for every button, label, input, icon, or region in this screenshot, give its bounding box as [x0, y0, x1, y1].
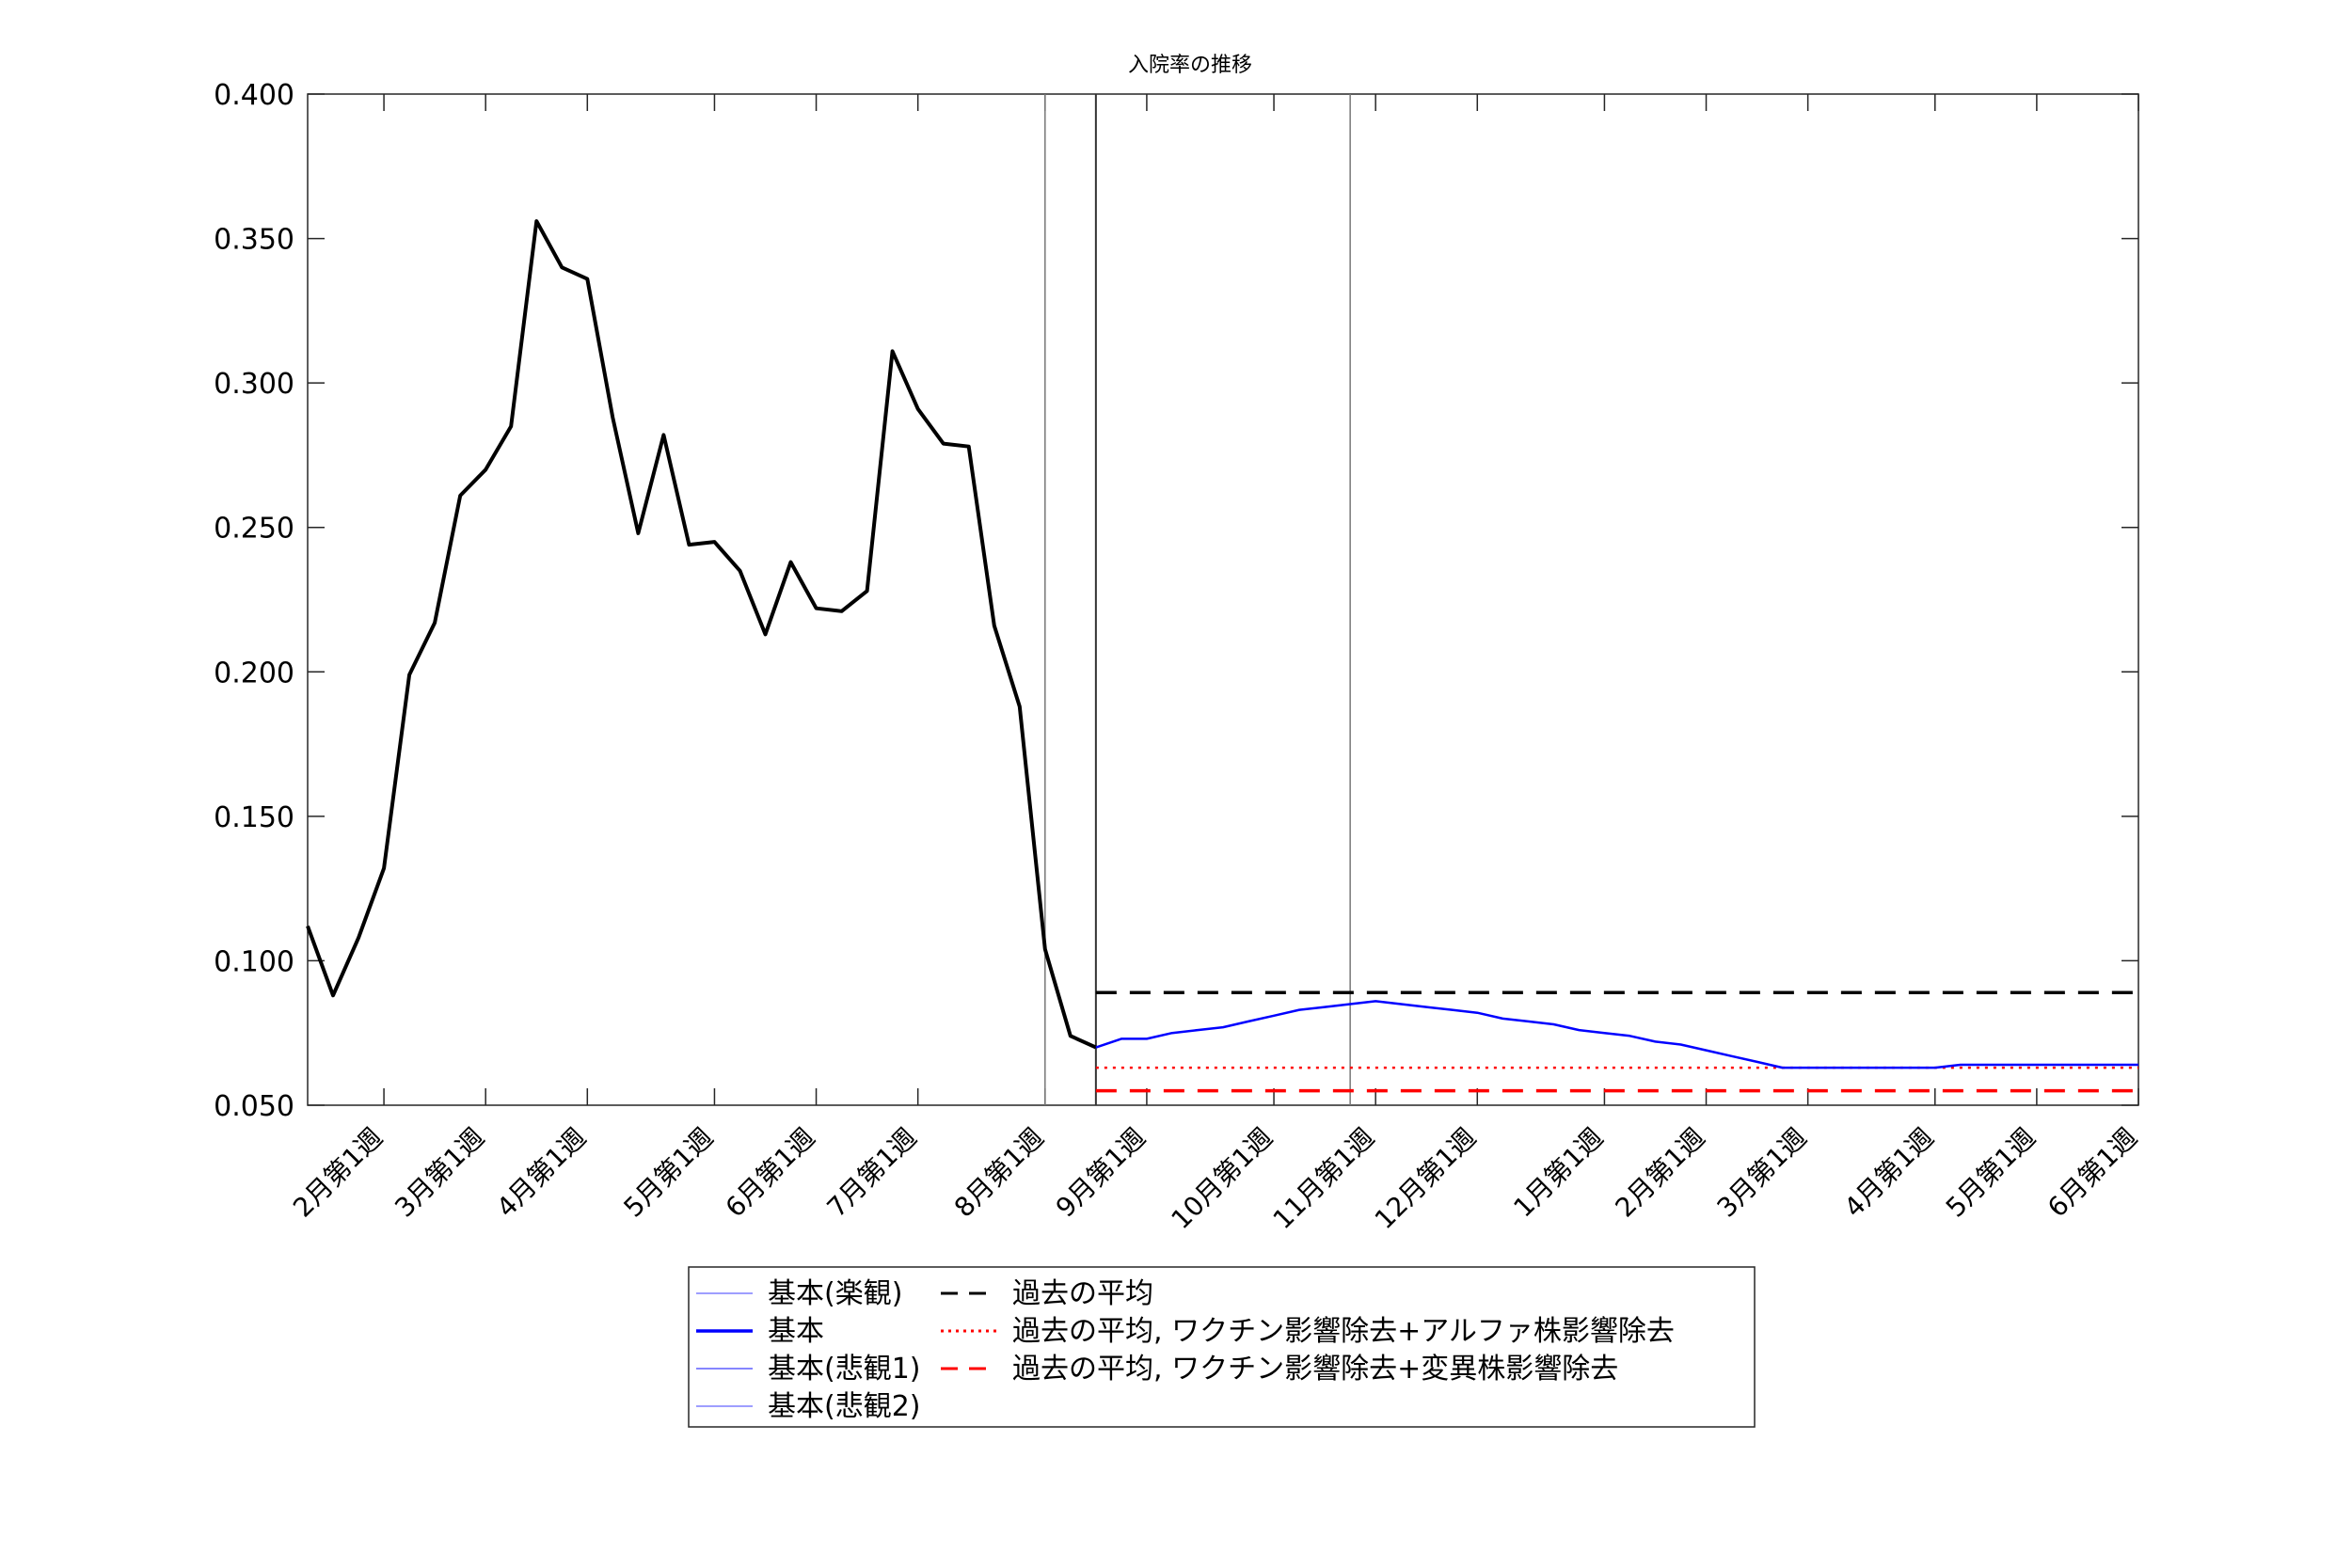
- series-line: [1095, 1000, 2138, 1069]
- x-tick-label: 10月第1週: [1165, 1122, 1279, 1236]
- legend-label: 過去の平均, ワクチン影響除去+アルファ株影響除去: [1012, 1315, 1675, 1348]
- x-tick-label: 9月第1週: [1050, 1122, 1152, 1224]
- legend-box: [688, 1266, 1756, 1428]
- x-tick-label: 6月第1週: [720, 1122, 821, 1224]
- plot-frame: [307, 93, 2139, 1106]
- x-tick-label: 8月第1週: [948, 1122, 1050, 1224]
- legend-label: 基本(悲観2): [768, 1390, 921, 1423]
- x-tick-label: 3月第1週: [1711, 1122, 1813, 1224]
- legend-label: 基本(悲観1): [768, 1353, 921, 1386]
- series-line: [306, 219, 1097, 1050]
- y-tick-label: 0.050: [214, 1090, 294, 1123]
- legend-label: 基本(楽観): [768, 1277, 902, 1310]
- y-tick-label: 0.250: [214, 513, 294, 546]
- x-tick-label: 5月第1週: [617, 1122, 719, 1224]
- x-tick-label: 11月第1週: [1267, 1122, 1381, 1236]
- legend-label: 基本: [768, 1315, 824, 1348]
- x-tick-label: 4月第1週: [490, 1122, 592, 1224]
- x-tick-label: 2月第1週: [1610, 1122, 1711, 1224]
- y-tick-label: 0.200: [214, 657, 294, 689]
- legend-label: 過去の平均, ワクチン影響除去+変異株影響除去: [1012, 1353, 1618, 1386]
- x-tick-label: 4月第1週: [1838, 1122, 1940, 1224]
- x-tick-label: 6月第1週: [2042, 1122, 2143, 1224]
- y-tick-label: 0.150: [214, 801, 294, 834]
- y-tick-label: 0.350: [214, 224, 294, 257]
- y-tick-label: 0.100: [214, 945, 294, 978]
- x-tick-label: 3月第1週: [389, 1122, 490, 1224]
- chart-title: 入院率の推移: [1128, 54, 1252, 77]
- x-tick-label: 7月第1週: [821, 1122, 923, 1224]
- y-tick-label: 0.300: [214, 368, 294, 401]
- x-tick-label: 1月第1週: [1507, 1122, 1609, 1224]
- x-tick-label: 2月第1週: [287, 1122, 389, 1224]
- x-tick-label: 12月第1週: [1369, 1122, 1483, 1236]
- x-tick-label: 5月第1週: [1940, 1122, 2042, 1224]
- plot-area: 0.050 0.100 0.150 0.200 0.250 0.300 0.350 0.400…: [214, 79, 2143, 1235]
- y-tick-label: 0.400: [214, 79, 294, 112]
- legend-label: 過去の平均: [1012, 1277, 1153, 1310]
